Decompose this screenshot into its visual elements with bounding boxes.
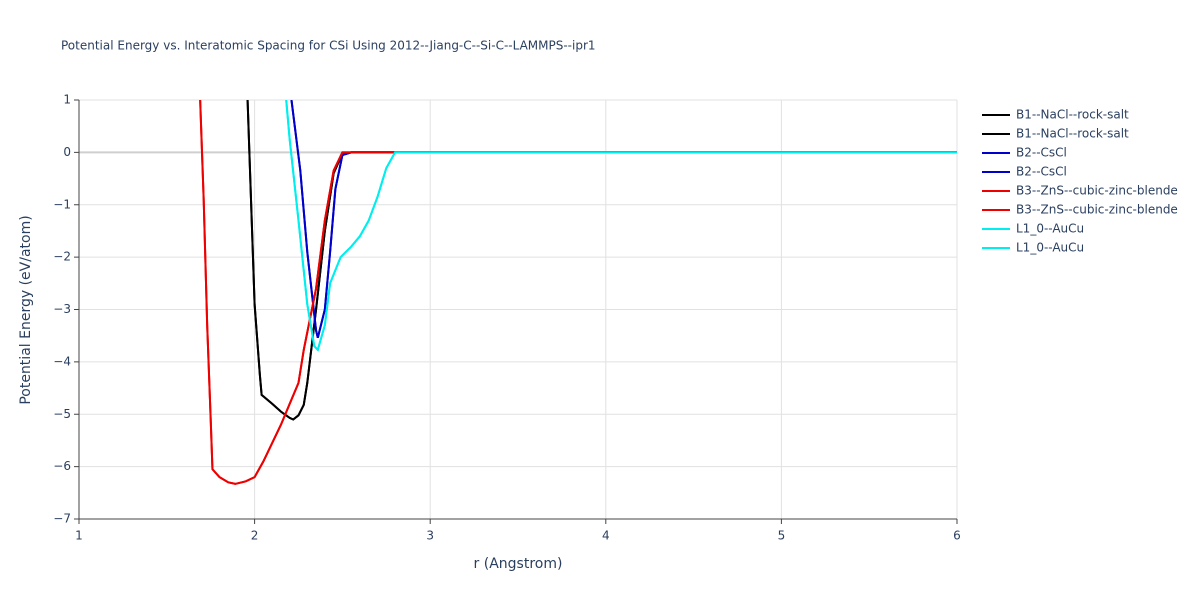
y-tick-label: −5 bbox=[53, 407, 71, 421]
legend: B1--NaCl--rock-salt B1--NaCl--rock-salt B2… bbox=[982, 108, 1178, 255]
x-tick-label: 6 bbox=[953, 529, 961, 543]
x-tick-label: 5 bbox=[778, 529, 786, 543]
x-tick-label: 4 bbox=[602, 529, 610, 543]
legend-label: B1--NaCl--rock-salt bbox=[1016, 127, 1129, 141]
x-axis-label: r (Angstrom) bbox=[474, 556, 563, 572]
chart-title: Potential Energy vs. Interatomic Spacing… bbox=[61, 39, 596, 53]
legend-label: B3--ZnS--cubic-zinc-blende bbox=[1016, 203, 1178, 217]
series-line bbox=[285, 100, 957, 352]
legend-label: L1_0--AuCu bbox=[1016, 241, 1084, 255]
x-tick-label: 3 bbox=[426, 529, 434, 543]
series-line bbox=[290, 100, 957, 339]
plot-area bbox=[199, 100, 957, 485]
y-axis-label: Potential Energy (eV/atom) bbox=[18, 215, 34, 404]
y-tick-label: −7 bbox=[53, 512, 71, 526]
legend-label: B2--CsCl bbox=[1016, 146, 1067, 160]
y-tick-label: −4 bbox=[53, 354, 71, 368]
y-tick-label: −1 bbox=[53, 197, 71, 211]
y-tick-label: −2 bbox=[53, 250, 71, 264]
legend-label: B3--ZnS--cubic-zinc-blende bbox=[1016, 184, 1178, 198]
y-tick-label: −3 bbox=[53, 302, 71, 316]
series-line bbox=[246, 100, 957, 421]
series-line bbox=[199, 100, 957, 485]
series-line bbox=[285, 100, 957, 352]
grid: 1 2 3 4 5 6 −7 −6 −5 −4 −3 −2 −1 0 1 bbox=[53, 93, 961, 543]
legend-label: L1_0--AuCu bbox=[1016, 222, 1084, 236]
legend-label: B2--CsCl bbox=[1016, 165, 1067, 179]
x-tick-label: 2 bbox=[251, 529, 259, 543]
y-tick-label: 0 bbox=[63, 145, 71, 159]
x-tick-label: 1 bbox=[75, 529, 83, 543]
series-line bbox=[290, 100, 957, 339]
legend-label: B1--NaCl--rock-salt bbox=[1016, 108, 1129, 122]
y-tick-label: −6 bbox=[53, 459, 71, 473]
y-tick-label: 1 bbox=[63, 93, 71, 107]
series-line bbox=[199, 100, 957, 485]
